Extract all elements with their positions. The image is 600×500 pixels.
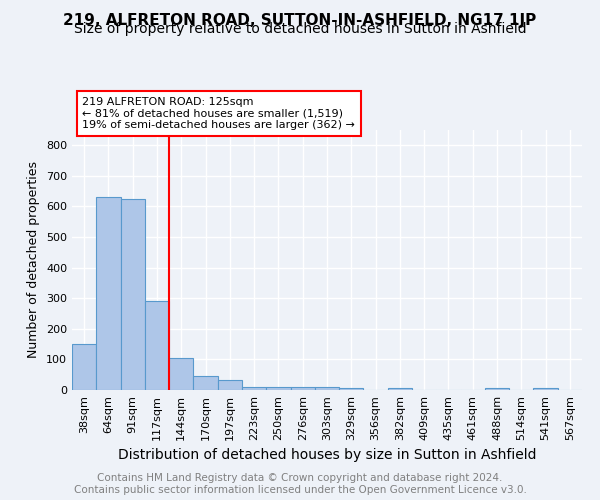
Bar — [339, 388, 364, 390]
Bar — [121, 199, 145, 390]
X-axis label: Distribution of detached houses by size in Sutton in Ashfield: Distribution of detached houses by size … — [118, 448, 536, 462]
Bar — [388, 388, 412, 390]
Text: Contains HM Land Registry data © Crown copyright and database right 2024.
Contai: Contains HM Land Registry data © Crown c… — [74, 474, 526, 495]
Bar — [169, 358, 193, 390]
Bar — [485, 388, 509, 390]
Bar — [290, 387, 315, 390]
Text: Size of property relative to detached houses in Sutton in Ashfield: Size of property relative to detached ho… — [74, 22, 526, 36]
Y-axis label: Number of detached properties: Number of detached properties — [28, 162, 40, 358]
Bar — [266, 387, 290, 390]
Text: 219, ALFRETON ROAD, SUTTON-IN-ASHFIELD, NG17 1JP: 219, ALFRETON ROAD, SUTTON-IN-ASHFIELD, … — [64, 12, 536, 28]
Bar — [315, 387, 339, 390]
Bar — [218, 380, 242, 390]
Bar — [72, 344, 96, 390]
Bar — [193, 376, 218, 390]
Bar — [96, 198, 121, 390]
Bar — [145, 302, 169, 390]
Bar — [533, 388, 558, 390]
Text: 219 ALFRETON ROAD: 125sqm
← 81% of detached houses are smaller (1,519)
19% of se: 219 ALFRETON ROAD: 125sqm ← 81% of detac… — [82, 97, 355, 130]
Bar — [242, 387, 266, 390]
